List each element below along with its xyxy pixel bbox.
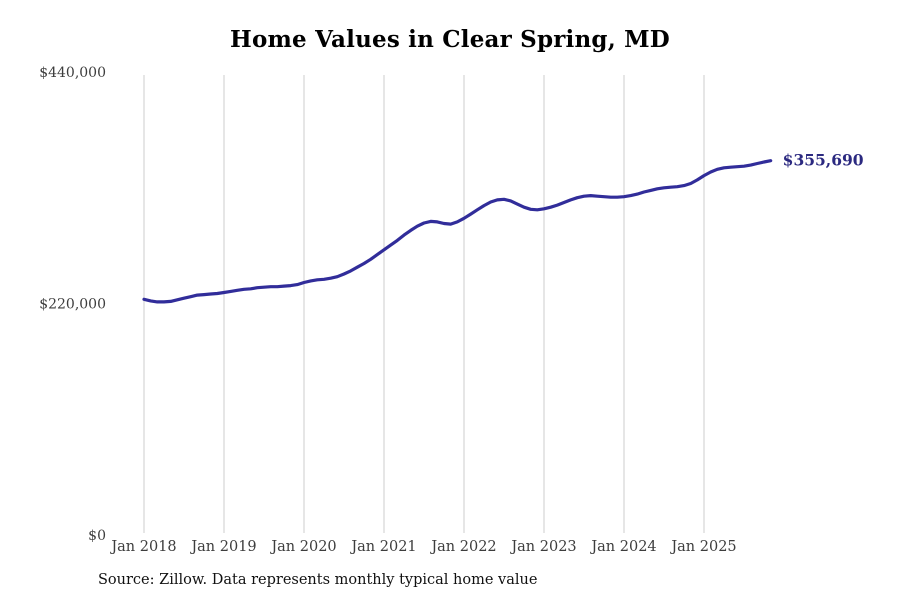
x-tick-label: Jan 2020	[269, 539, 336, 555]
y-tick-label: $440,000	[39, 65, 106, 81]
source-note: Source: Zillow. Data represents monthly …	[98, 572, 538, 588]
vertical-gridlines	[143, 75, 705, 533]
y-tick-label: $220,000	[39, 297, 106, 313]
x-tick-label: Jan 2022	[429, 539, 496, 555]
y-axis-tick-labels: $0 $220,000 $440,000	[39, 65, 106, 544]
home-value-line-series	[142, 159, 773, 304]
x-axis-tick-labels: Jan 2018 Jan 2019 Jan 2020 Jan 2021 Jan 2022…	[109, 539, 736, 555]
chart-title: Home Values in Clear Spring, MD	[230, 26, 670, 53]
x-tick-label: Jan 2021	[349, 539, 416, 555]
y-tick-label: $0	[88, 528, 106, 544]
x-tick-label: Jan 2025	[669, 539, 736, 555]
x-tick-label: Jan 2019	[189, 539, 256, 555]
x-tick-label: Jan 2018	[109, 539, 176, 555]
x-tick-label: Jan 2024	[589, 539, 656, 555]
x-tick-label: Jan 2023	[509, 539, 576, 555]
latest-value-label: $355,690	[783, 151, 864, 170]
